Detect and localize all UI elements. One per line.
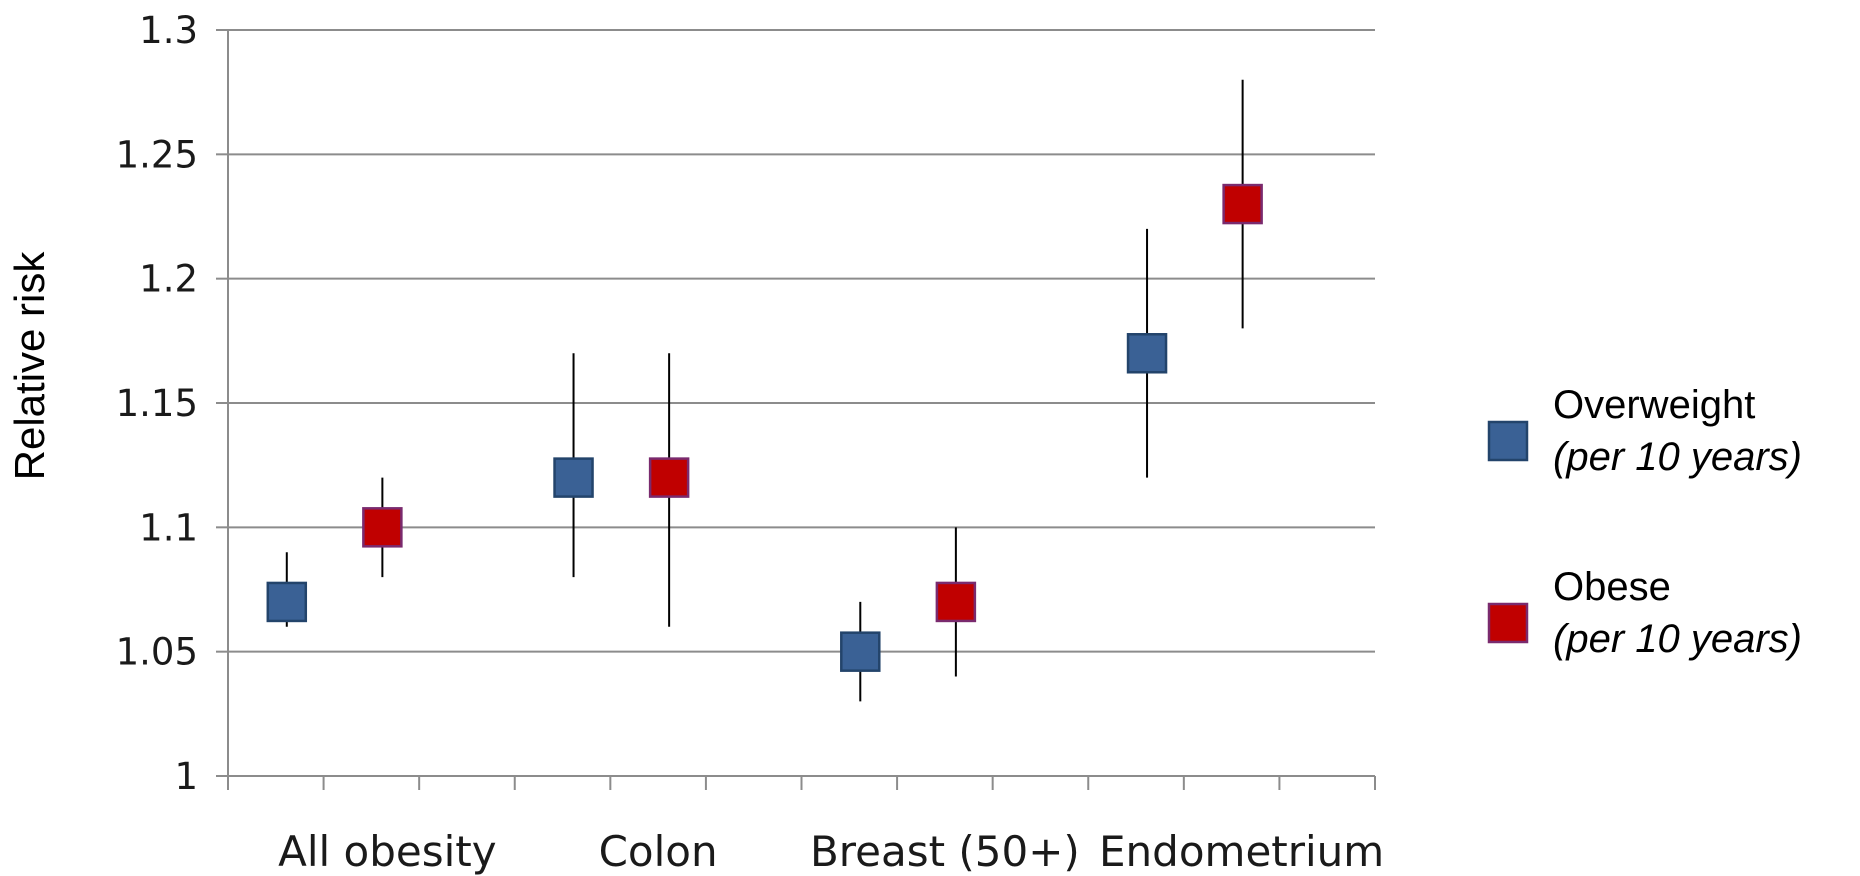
legend-series-subtitle: (per 10 years): [1553, 617, 1802, 661]
category-label: Colon: [599, 827, 718, 876]
data-point-marker: [1126, 333, 1168, 374]
data-point-marker: [553, 457, 594, 498]
y-tick-label: 1.2: [139, 258, 198, 301]
data-point-marker: [935, 581, 977, 623]
data-point-marker: [648, 457, 690, 498]
legend: Overweight (per 10 years) Obese (per 10 yea…: [1487, 383, 1802, 661]
data-point-marker: [840, 631, 881, 672]
y-tick-label: 1.1: [139, 506, 198, 549]
data-point-marker: [1222, 183, 1263, 225]
legend-swatch: [1487, 602, 1529, 644]
legend-series-subtitle: (per 10 years): [1553, 435, 1802, 479]
category-label: All obesity: [278, 827, 497, 876]
y-axis-title: Relative risk: [6, 251, 53, 481]
legend-swatch: [1487, 420, 1529, 462]
axes: [216, 29, 1376, 790]
legend-series-name: Obese: [1553, 565, 1671, 609]
legend-series-name: Overweight: [1553, 383, 1755, 427]
y-tick-label: 1.15: [116, 382, 198, 425]
category-label: Breast (50+): [810, 827, 1080, 876]
y-tick-label: 1.3: [139, 9, 198, 52]
data-point-marker: [266, 581, 308, 623]
y-tick-label: 1.25: [116, 133, 198, 176]
y-tick-label: 1.05: [116, 631, 198, 674]
category-label: Endometrium: [1099, 827, 1384, 876]
gridlines: [228, 29, 1375, 653]
category-labels: All obesity Colon Breast (50+) Endometrium: [278, 827, 1384, 876]
data-point-marker: [362, 507, 403, 548]
data-marks: [266, 79, 1263, 702]
y-tick-label: 1: [174, 755, 198, 798]
y-tick-labels: 1 1.05 1.1 1.15 1.2 1.25 1.3: [116, 9, 198, 798]
